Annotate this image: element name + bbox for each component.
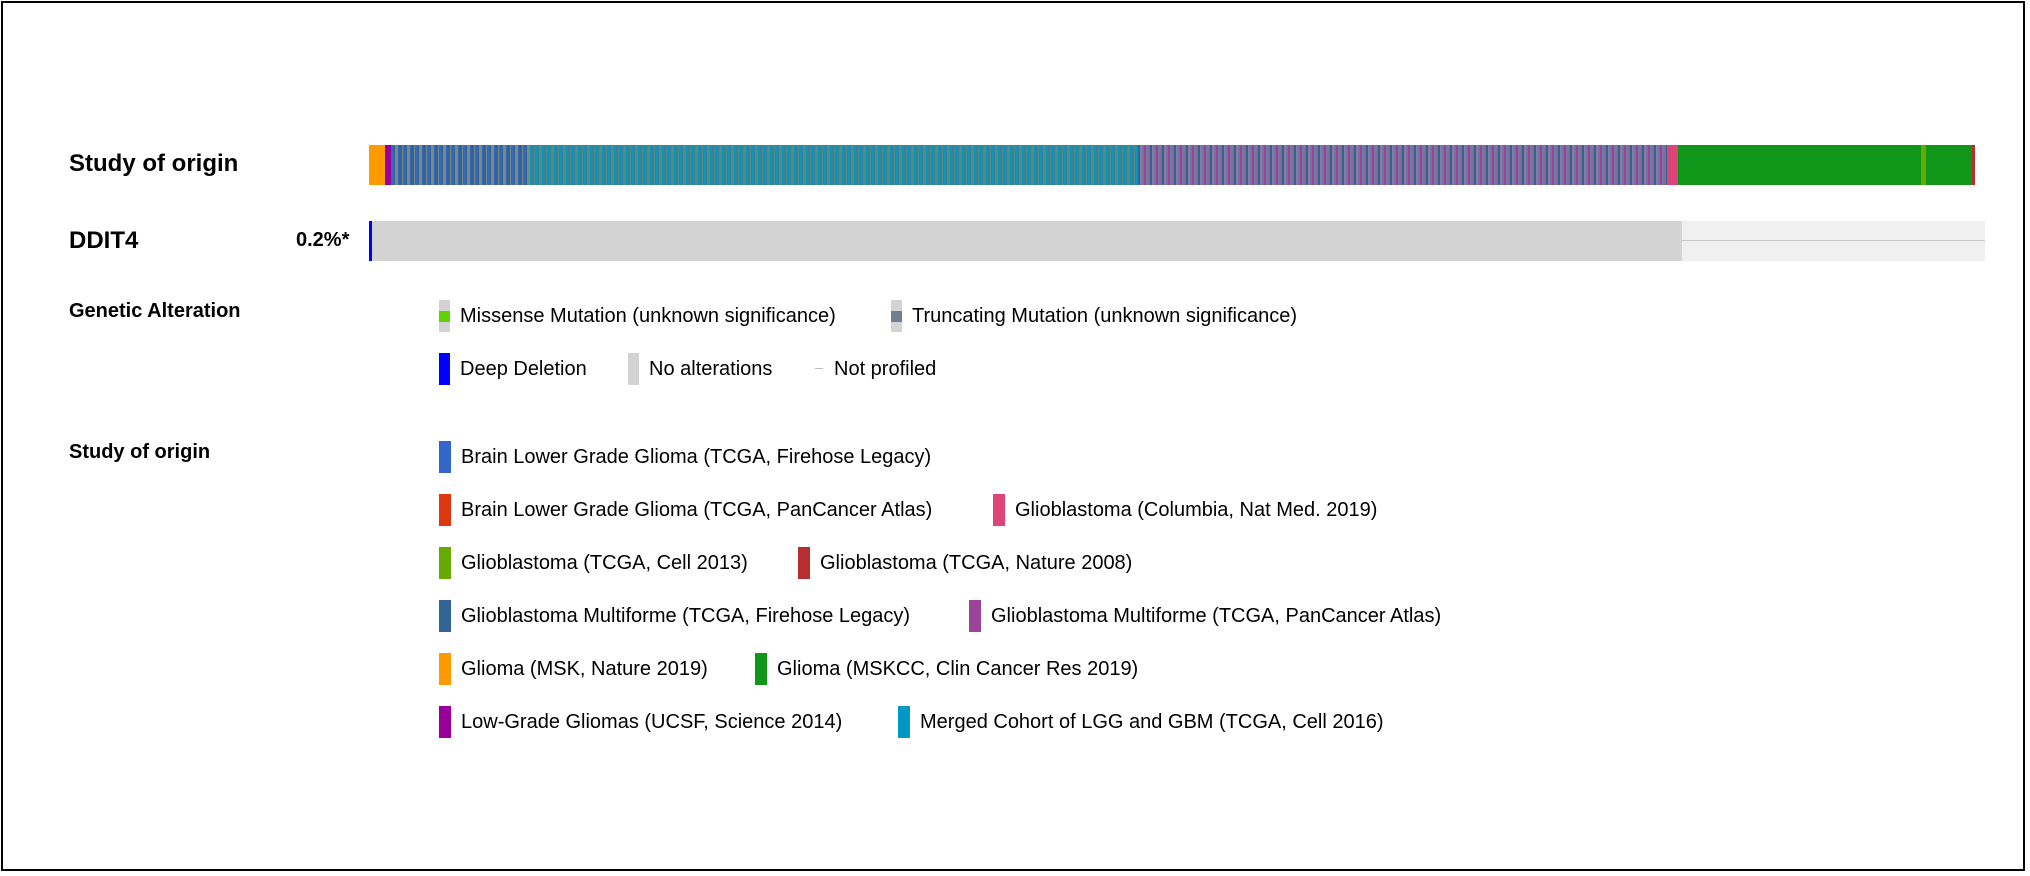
- legend-item-study: Brain Lower Grade Glioma (TCGA, Firehose…: [439, 441, 931, 473]
- deep-deletion-swatch: [439, 353, 450, 385]
- legend-item-study: Merged Cohort of LGG and GBM (TCGA, Cell…: [898, 706, 1384, 738]
- truncating-swatch: [891, 300, 902, 332]
- legend-item-not-profiled: Not profiled: [813, 353, 936, 385]
- missense-swatch: [439, 300, 450, 332]
- study-segment: [530, 145, 1138, 185]
- study-swatch: [439, 706, 451, 738]
- legend-label: Missense Mutation (unknown significance): [460, 304, 836, 327]
- study-segment: [1137, 145, 1668, 185]
- not-profiled-swatch: [813, 353, 824, 385]
- study-segment: [1920, 145, 1926, 185]
- legend-label: Glioblastoma Multiforme (TCGA, Firehose …: [461, 604, 911, 627]
- legend-label: Not profiled: [834, 357, 937, 380]
- legend-item-deep-deletion: Deep Deletion: [439, 353, 587, 385]
- legend-item-study: Glioblastoma (TCGA, Cell 2013): [439, 547, 748, 579]
- legend-label: Deep Deletion: [460, 357, 587, 380]
- study-swatch: [898, 706, 910, 738]
- legend-label: Brain Lower Grade Glioma (TCGA, Firehose…: [461, 445, 932, 468]
- gene-track-label: DDIT4: [69, 227, 139, 254]
- study-swatch: [755, 653, 767, 685]
- legend-item-study: Glioblastoma Multiforme (TCGA, Firehose …: [439, 600, 910, 632]
- legend-label: Glioma (MSK, Nature 2019): [461, 657, 708, 680]
- study-segment: [1677, 145, 1921, 185]
- no-alterations-swatch: [628, 353, 639, 385]
- study-swatch: [439, 547, 451, 579]
- legend-item-study: Glioblastoma (TCGA, Nature 2008): [798, 547, 1132, 579]
- study-segment: [1667, 145, 1678, 185]
- legend-item-truncating: Truncating Mutation (unknown significanc…: [891, 300, 1297, 332]
- legend-item-study: Glioma (MSK, Nature 2019): [439, 653, 708, 685]
- not-profiled-line: [1682, 240, 1985, 241]
- legend-label: Glioblastoma (TCGA, Nature 2008): [820, 551, 1133, 574]
- legend-item-study: Brain Lower Grade Glioma (TCGA, PanCance…: [439, 494, 932, 526]
- legend-item-study: Glioma (MSKCC, Clin Cancer Res 2019): [755, 653, 1138, 685]
- study-segment: [1925, 145, 1973, 185]
- study-of-origin-legend-title: Study of origin: [69, 441, 211, 463]
- study-segment: [384, 145, 392, 185]
- study-swatch: [798, 547, 810, 579]
- study-segment: [391, 145, 531, 185]
- legend-label: Brain Lower Grade Glioma (TCGA, PanCance…: [461, 498, 933, 521]
- legend-label: Merged Cohort of LGG and GBM (TCGA, Cell…: [920, 710, 1384, 733]
- gene-alteration-percent: 0.2%*: [296, 229, 350, 251]
- legend-item-study: Glioblastoma Multiforme (TCGA, PanCancer…: [969, 600, 1441, 632]
- legend-label: Glioma (MSKCC, Clin Cancer Res 2019): [777, 657, 1139, 680]
- profiled-no-alteration-region: [369, 221, 1682, 261]
- legend-item-study: Low-Grade Gliomas (UCSF, Science 2014): [439, 706, 842, 738]
- legend-item-missense: Missense Mutation (unknown significance): [439, 300, 836, 332]
- legend-label: Glioblastoma Multiforme (TCGA, PanCancer…: [991, 604, 1442, 627]
- legend-item-no-alterations: No alterations: [628, 353, 772, 385]
- legend-label: No alterations: [649, 357, 773, 380]
- deep-deletion-mark: [369, 221, 373, 261]
- not-profiled-region: [1682, 221, 1985, 261]
- study-track-label: Study of origin: [69, 150, 239, 177]
- study-swatch: [439, 494, 451, 526]
- legend-label: Low-Grade Gliomas (UCSF, Science 2014): [461, 710, 843, 733]
- study-segment: [369, 145, 385, 185]
- study-segment: [1972, 145, 1975, 185]
- ddit4-alteration-track[interactable]: [369, 221, 1985, 261]
- legend-item-study: Glioblastoma (Columbia, Nat Med. 2019): [993, 494, 1377, 526]
- study-swatch: [439, 653, 451, 685]
- study-swatch: [439, 441, 451, 473]
- legend-label: Glioblastoma (TCGA, Cell 2013): [461, 551, 748, 574]
- legend-label: Glioblastoma (Columbia, Nat Med. 2019): [1015, 498, 1378, 521]
- study-swatch: [993, 494, 1005, 526]
- legend-label: Truncating Mutation (unknown significanc…: [912, 304, 1298, 327]
- study-swatch: [439, 600, 451, 632]
- study-of-origin-track[interactable]: [369, 145, 1985, 185]
- study-swatch: [969, 600, 981, 632]
- genetic-alteration-legend-title: Genetic Alteration: [69, 300, 241, 322]
